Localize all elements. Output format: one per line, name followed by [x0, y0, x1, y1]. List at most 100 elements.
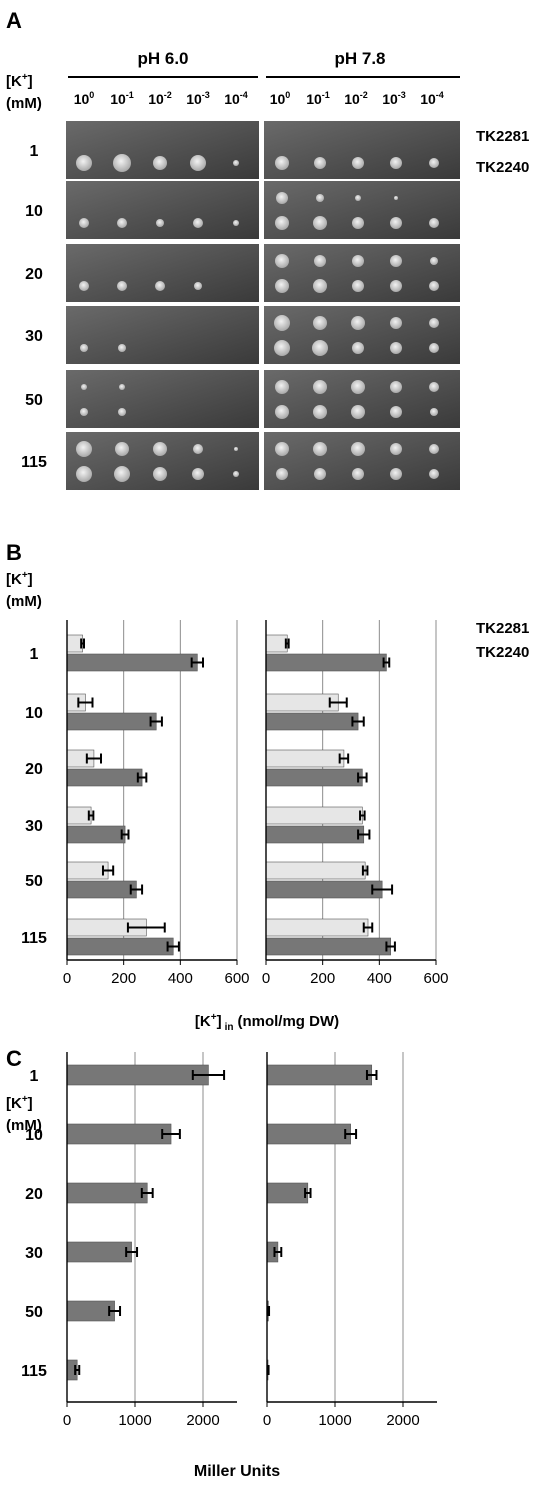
error-bar	[284, 638, 290, 649]
dilution-label: 10-1	[110, 90, 134, 107]
colony-spot	[390, 317, 402, 329]
colony-spot	[351, 316, 365, 330]
error-bar	[136, 772, 148, 783]
colony-spot	[119, 384, 125, 390]
colony-spot	[351, 442, 365, 456]
bar	[266, 1064, 373, 1086]
x-axis-label-c: Miller Units	[194, 1463, 280, 1480]
concentration-label: 20	[25, 1186, 43, 1203]
colony-spot	[430, 408, 438, 416]
colony-spot	[81, 384, 87, 390]
colony-spot	[194, 282, 202, 290]
plate-ph78	[264, 244, 460, 302]
error-bar	[266, 1306, 271, 1316]
concentration-label: 115	[21, 1363, 47, 1380]
error-bar	[77, 697, 94, 708]
error-bar	[273, 1247, 283, 1257]
error-bar	[371, 884, 394, 895]
error-bar	[382, 657, 391, 668]
concentration-label: 20	[25, 266, 43, 283]
bar	[265, 880, 383, 899]
concentration-label: 1	[30, 646, 39, 663]
error-bar	[149, 716, 163, 727]
bar	[66, 712, 157, 731]
colony-spot	[274, 340, 290, 356]
colony-spot	[275, 380, 289, 394]
error-bar	[359, 810, 366, 821]
colony-spot	[352, 280, 364, 292]
colony-spot	[351, 405, 365, 419]
colony-spot	[76, 155, 92, 171]
x-tick-label: 400	[168, 970, 193, 987]
strain-label-b-bottom: TK2240	[476, 644, 529, 661]
ph-label-right: pH 7.8	[334, 49, 385, 68]
bar	[265, 937, 391, 956]
plate-ph6	[66, 432, 259, 490]
colony-spot	[117, 281, 127, 291]
colony-spot	[352, 255, 364, 267]
plate-ph78	[264, 121, 460, 179]
colony-spot	[115, 442, 129, 456]
colony-spot	[351, 380, 365, 394]
concentration-label: 10	[25, 1127, 43, 1144]
error-bar	[344, 1129, 358, 1139]
dilution-label: 10-4	[224, 90, 248, 107]
colony-spot	[394, 196, 398, 200]
concentration-label: 30	[25, 818, 43, 835]
error-bar	[385, 941, 396, 952]
plate-ph6	[66, 306, 259, 364]
colony-spot	[76, 466, 92, 482]
bar	[66, 1123, 172, 1145]
colony-spot	[275, 254, 289, 268]
ph-label-left: pH 6.0	[137, 49, 188, 68]
strain-label-a-top: TK2281	[476, 128, 529, 145]
dilution-label: 10-3	[382, 90, 406, 107]
error-bar	[328, 697, 348, 708]
error-bar	[190, 657, 204, 668]
panel-label-a: A	[6, 8, 22, 33]
error-bar	[108, 1306, 122, 1316]
colony-spot	[429, 281, 439, 291]
colony-spot	[314, 255, 326, 267]
chart-b-left: 0 200 400 600	[63, 620, 250, 987]
colony-spot	[275, 405, 289, 419]
colony-spot	[276, 192, 288, 204]
colony-spot	[429, 318, 439, 328]
colony-spot	[352, 217, 364, 229]
chart-c-left: 0 1000 2000	[63, 1052, 237, 1429]
colony-spot	[390, 280, 402, 292]
bar	[265, 806, 363, 825]
bar	[265, 712, 359, 731]
bar	[265, 918, 369, 937]
x-tick-label: 0	[262, 970, 270, 987]
error-bar	[361, 865, 369, 876]
concentration-label: 115	[21, 930, 47, 947]
bar	[66, 880, 137, 899]
error-bar	[140, 1188, 154, 1198]
colony-spot	[80, 408, 88, 416]
bar	[266, 1182, 309, 1204]
bar	[66, 768, 143, 787]
colony-spot	[390, 406, 402, 418]
bar	[66, 806, 92, 825]
error-bar	[87, 810, 95, 821]
error-bar	[126, 922, 166, 933]
bar	[265, 825, 365, 844]
error-bar	[129, 884, 144, 895]
colony-spot	[390, 157, 402, 169]
colony-spot	[276, 468, 288, 480]
colony-spot	[155, 281, 165, 291]
x-tick-label: 0	[63, 970, 71, 987]
bar	[66, 861, 109, 880]
error-bar	[362, 922, 374, 933]
colony-spot	[316, 194, 324, 202]
colony-spot	[429, 382, 439, 392]
colony-spot	[233, 471, 239, 477]
colony-spot	[233, 220, 239, 226]
bar	[66, 1182, 148, 1204]
colony-spot	[429, 158, 439, 168]
colony-spot	[80, 344, 88, 352]
dilution-label: 10-4	[420, 90, 444, 107]
error-bar	[357, 772, 368, 783]
colony-spot	[352, 342, 364, 354]
